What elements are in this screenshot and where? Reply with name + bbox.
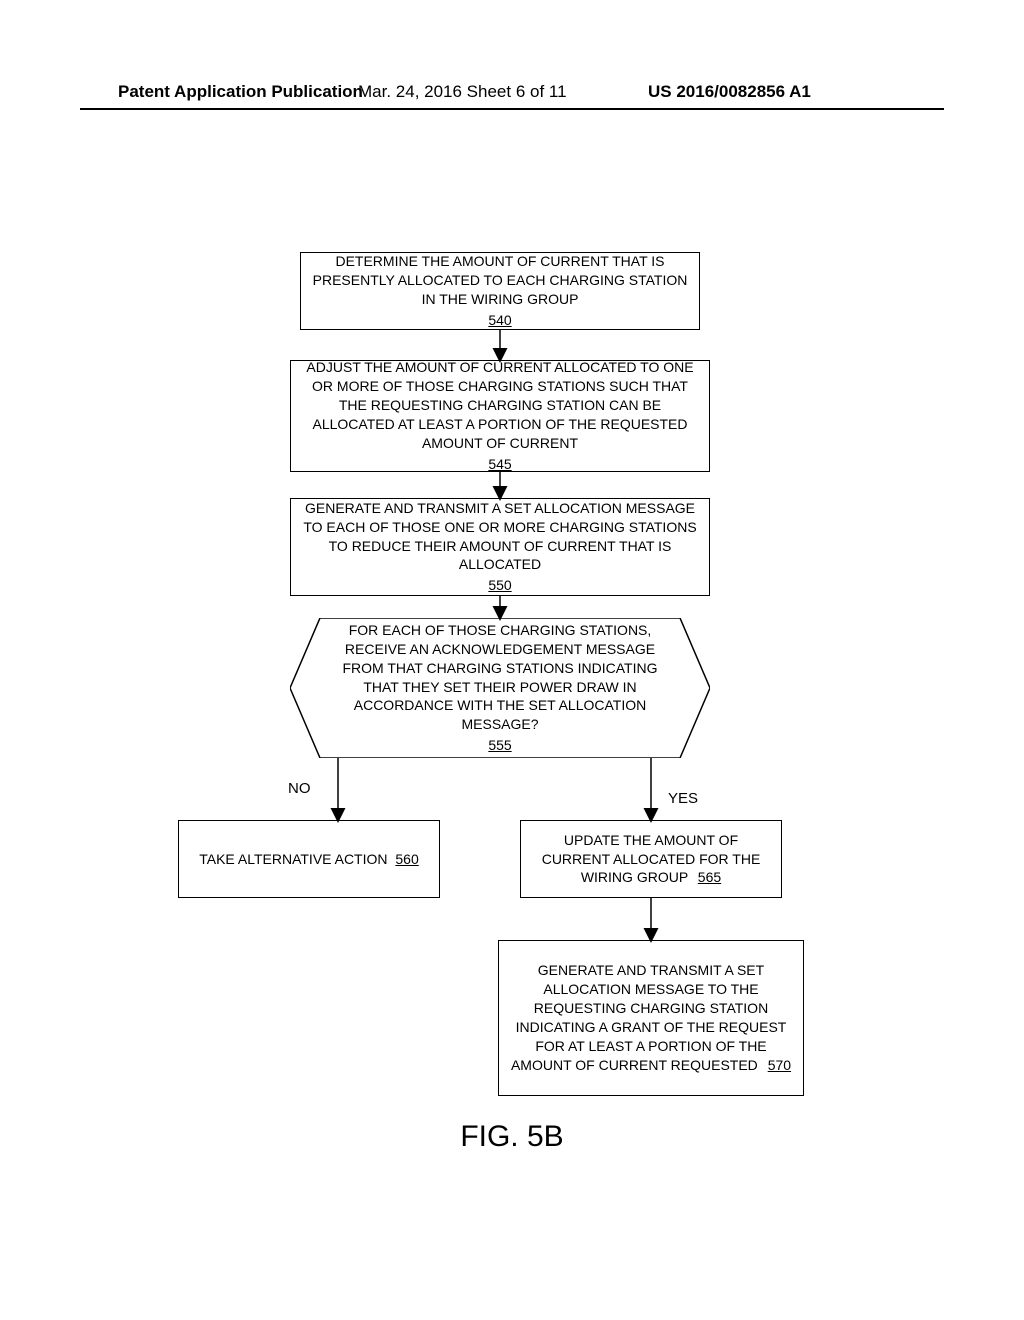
flow-decision-555-text: FOR EACH OF THOSE CHARGING STATIONS, REC… [340, 621, 660, 734]
branch-label-no: NO [288, 780, 311, 797]
branch-label-yes: YES [668, 790, 698, 807]
flow-decision-555: FOR EACH OF THOSE CHARGING STATIONS, REC… [290, 618, 710, 758]
flow-box-560: TAKE ALTERNATIVE ACTION 560 [178, 820, 440, 898]
flow-box-565: UPDATE THE AMOUNT OF CURRENT ALLOCATED F… [520, 820, 782, 898]
flow-box-540-text: DETERMINE THE AMOUNT OF CURRENT THAT IS … [311, 252, 689, 309]
header-rule [80, 108, 944, 110]
flow-box-545-ref: 545 [488, 455, 511, 474]
flow-box-570-text: GENERATE AND TRANSMIT A SET ALLOCATION M… [511, 962, 786, 1072]
flow-box-540: DETERMINE THE AMOUNT OF CURRENT THAT IS … [300, 252, 700, 330]
page: Patent Application Publication Mar. 24, … [0, 0, 1024, 1320]
flow-box-550-ref: 550 [488, 576, 511, 595]
flow-box-550: GENERATE AND TRANSMIT A SET ALLOCATION M… [290, 498, 710, 596]
flow-decision-555-ref: 555 [488, 736, 511, 755]
header-left: Patent Application Publication [118, 82, 363, 102]
flow-box-545: ADJUST THE AMOUNT OF CURRENT ALLOCATED T… [290, 360, 710, 472]
header-mid: Mar. 24, 2016 Sheet 6 of 11 [358, 82, 567, 102]
flow-box-565-ref: 565 [698, 869, 721, 885]
flow-box-570-ref: 570 [768, 1057, 791, 1073]
flow-box-565-text: UPDATE THE AMOUNT OF CURRENT ALLOCATED F… [542, 832, 761, 886]
flow-box-570: GENERATE AND TRANSMIT A SET ALLOCATION M… [498, 940, 804, 1096]
flow-box-540-ref: 540 [488, 311, 511, 330]
figure-caption: FIG. 5B [0, 1120, 1024, 1154]
header-right: US 2016/0082856 A1 [648, 82, 811, 102]
flow-box-545-text: ADJUST THE AMOUNT OF CURRENT ALLOCATED T… [301, 358, 699, 452]
flow-box-560-ref: 560 [395, 851, 418, 867]
flow-box-560-text: TAKE ALTERNATIVE ACTION [199, 851, 387, 867]
flow-box-550-text: GENERATE AND TRANSMIT A SET ALLOCATION M… [301, 499, 699, 575]
